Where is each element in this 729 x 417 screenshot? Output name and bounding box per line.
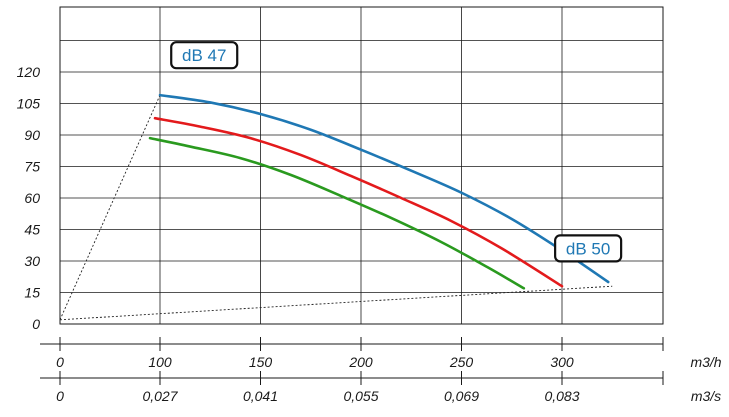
dotted-boundary-line [59, 285, 613, 321]
y-tick-label: 60 [24, 190, 40, 206]
y-tick-label: 15 [24, 285, 40, 301]
series-curves [148, 93, 610, 290]
x-axis-secondary: 0 0,027 0,041 0,055 0,069 0,083 m3/s [40, 371, 721, 404]
y-tick-label: 120 [17, 64, 41, 80]
y-tick-label: 75 [24, 159, 40, 175]
x-axis-primary-tick-label: 250 [449, 354, 474, 370]
x-axis-secondary-unit: m3/s [691, 388, 721, 404]
grid [59, 6, 664, 325]
plot-frame [59, 6, 664, 325]
boundary-lines [59, 94, 613, 321]
x-axis-secondary-tick-label: 0,027 [142, 388, 178, 404]
y-tick-labels: 0 15 30 45 60 75 90 105 120 [17, 64, 41, 332]
annotation-1: dB 47 [170, 41, 239, 70]
x-axis-secondary-tick-label: 0 [56, 388, 64, 404]
x-axis-secondary-tick-label: 0,083 [544, 388, 579, 404]
x-axes: 0 100 150 200 250 300 m3/h 0 0,027 0,041 0,055 0,06… [40, 337, 722, 404]
x-axis-secondary-tick-label: 0,069 [444, 388, 479, 404]
annotation-label: dB 47 [182, 46, 226, 65]
series-curve-2 [153, 116, 564, 288]
series-curve-1 [158, 93, 610, 284]
annotations: dB 47 dB 50 [170, 41, 623, 263]
y-tick-label: 30 [24, 253, 40, 269]
series-curve-3 [148, 136, 526, 290]
annotation-label: dB 50 [566, 239, 610, 258]
annotation-box [170, 41, 239, 70]
dotted-boundary-line [59, 94, 161, 320]
x-axis-secondary-tick-label: 0,055 [343, 388, 378, 404]
x-axis-primary: 0 100 150 200 250 300 m3/h [40, 337, 722, 370]
x-axis-primary-tick-label: 200 [348, 354, 373, 370]
x-axis-primary-tick-label: 300 [550, 354, 574, 370]
y-tick-label: 105 [17, 96, 41, 112]
y-tick-label: 90 [24, 127, 40, 143]
annotation-2: dB 50 [554, 234, 623, 263]
x-axis-secondary-tick-label: 0,041 [243, 388, 278, 404]
x-axis-primary-tick-label: 0 [56, 354, 64, 370]
x-axis-primary-tick-label: 150 [249, 354, 273, 370]
x-axis-primary-unit: m3/h [690, 354, 721, 370]
y-tick-label: 45 [24, 222, 40, 238]
x-axis-primary-tick-label: 100 [148, 354, 172, 370]
y-tick-label: 0 [32, 316, 40, 332]
annotation-box [554, 234, 623, 263]
